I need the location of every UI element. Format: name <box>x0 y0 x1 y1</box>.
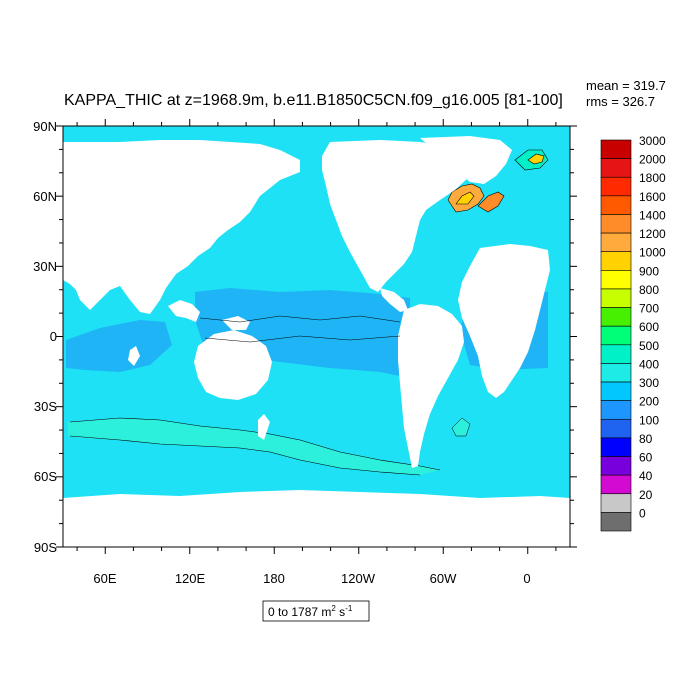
north-atlantic-hotspot-2 <box>477 191 505 213</box>
colorbar-swatch <box>600 176 632 197</box>
colorbar-label: 1000 <box>639 246 666 260</box>
colorbar-label: 100 <box>639 413 659 427</box>
colorbar-label: 300 <box>639 376 659 390</box>
colorbar-label: 20 <box>639 488 653 502</box>
colorbar-label: 1200 <box>639 227 666 241</box>
lon-label-60e: 60E <box>93 571 116 586</box>
lat-label-60n: 60N <box>33 189 57 204</box>
land-greenland <box>420 136 512 184</box>
colorbar: 3000200018001600140012001000900800700600… <box>600 134 666 532</box>
equatorial-contour-2 <box>204 335 401 343</box>
range-label: 0 to 1787 m2 s-1 <box>268 604 353 619</box>
colorbar-label: 900 <box>639 264 659 278</box>
colorbar-swatch <box>600 381 632 401</box>
colorbar-label: 800 <box>639 283 659 297</box>
land-masses <box>63 136 570 547</box>
colorbar-swatch <box>600 474 632 495</box>
colorbar-label: 1800 <box>639 171 666 185</box>
nordic-hotspot-core <box>527 153 545 165</box>
colorbar-label: 2000 <box>639 153 666 167</box>
equatorial-contour <box>199 315 401 323</box>
land-new-guinea <box>222 316 250 330</box>
lon-label-120e: 120E <box>175 571 206 586</box>
north-atlantic-hotspot-core <box>455 191 475 205</box>
colorbar-label: 400 <box>639 357 659 371</box>
colorbar-label: 1400 <box>639 208 666 222</box>
colorbar-swatch <box>600 251 632 271</box>
indian-ocean-band <box>66 320 172 372</box>
colorbar-swatch <box>600 363 632 383</box>
colorbar-label: 0 <box>639 506 646 520</box>
southern-contour-2 <box>69 435 421 476</box>
colorbar-swatch <box>600 232 632 253</box>
colorbar-swatch <box>600 437 632 457</box>
mean-stat: mean = 319.7 <box>586 78 666 93</box>
colorbar-swatch <box>600 325 632 346</box>
range-label-frame <box>262 600 370 622</box>
land-australia <box>194 330 272 400</box>
land-africa <box>458 244 550 398</box>
lat-labels: 90N 60N 30N 0 30S 60S 90S <box>33 119 57 555</box>
lat-label-60s: 60S <box>34 469 57 484</box>
colorbar-label: 80 <box>639 432 653 446</box>
range-label-sup1: 2 <box>331 604 336 613</box>
colorbar-swatch <box>600 418 632 439</box>
land-maritime-continent <box>168 300 200 322</box>
colorbar-swatch <box>600 493 632 513</box>
plot-title: KAPPA_THIC at z=1968.9m, b.e11.B1850C5CN… <box>64 92 563 109</box>
colorbar-swatch <box>600 512 632 532</box>
land-south-america <box>398 304 464 468</box>
lon-label-60w: 60W <box>430 571 457 586</box>
lon-label-120w: 120W <box>341 571 376 586</box>
colorbar-swatch <box>600 307 632 327</box>
lon-label-180: 180 <box>263 571 285 586</box>
southern-ocean-band <box>68 418 440 475</box>
range-label-mid: s <box>336 605 345 619</box>
map-field <box>63 126 570 547</box>
south-atlantic-spot <box>451 417 471 437</box>
land-north-america <box>322 140 480 292</box>
colorbar-swatch <box>600 400 632 420</box>
colorbar-swatch <box>600 344 632 364</box>
lat-label-30n: 30N <box>33 259 57 274</box>
colorbar-swatch <box>600 195 632 215</box>
lon-label-0: 0 <box>523 571 530 586</box>
range-label-box: 0 to 1787 m2 s-1 <box>262 600 370 622</box>
colorbar-label: 40 <box>639 469 653 483</box>
colorbar-swatch <box>600 456 632 476</box>
land-central-america <box>380 288 408 312</box>
colorbar-swatch <box>600 288 632 308</box>
lat-label-0: 0 <box>50 329 57 344</box>
rms-stat: rms = 326.7 <box>586 94 655 109</box>
lat-label-90s: 90S <box>34 540 57 555</box>
colorbar-swatch <box>600 214 632 234</box>
colorbar-label: 200 <box>639 395 659 409</box>
lat-label-30s: 30S <box>34 399 57 414</box>
colorbar-label: 60 <box>639 451 653 465</box>
land-madagascar <box>128 346 140 366</box>
colorbar-label: 1600 <box>639 190 666 204</box>
colorbar-label: 600 <box>639 320 659 334</box>
colorbar-swatch <box>600 139 632 159</box>
colorbar-label: 3000 <box>639 134 666 148</box>
land-antarctica <box>63 490 570 547</box>
land-new-zealand <box>258 414 270 440</box>
range-label-sup2: -1 <box>345 604 353 613</box>
colorbar-label: 700 <box>639 302 659 316</box>
lat-label-90n: 90N <box>33 119 57 134</box>
lon-labels: 60E 120E 180 120W 60W 0 <box>93 571 530 586</box>
colorbar-swatch <box>600 270 632 290</box>
range-label-main: 0 to 1787 m <box>268 605 331 619</box>
colorbar-label: 500 <box>639 339 659 353</box>
axis-ticks <box>56 119 577 554</box>
southern-contour <box>69 417 441 471</box>
colorbar-swatch <box>600 158 632 178</box>
land-eurasia <box>63 140 300 314</box>
